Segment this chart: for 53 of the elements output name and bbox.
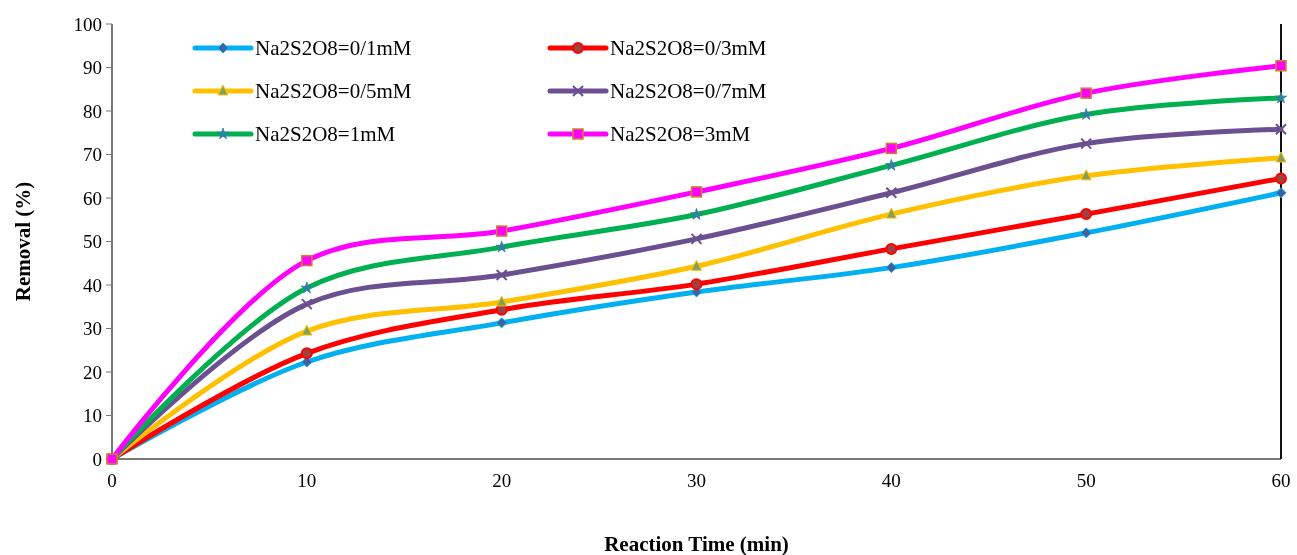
point [300, 298, 313, 311]
legend-label: Na2S2O8=3mM [610, 122, 751, 147]
point [691, 259, 702, 271]
y-tick-label: 20 [83, 361, 102, 383]
legend-label: Na2S2O8=0/1mM [255, 36, 412, 61]
x-tick-label: 0 [107, 470, 117, 491]
x-tick-label: 40 [881, 470, 901, 491]
point [1275, 151, 1287, 163]
x-tick-label: 60 [1271, 470, 1291, 491]
point [1275, 123, 1287, 136]
y-tick-label: 30 [83, 318, 102, 340]
point [1275, 187, 1287, 199]
legend-label: Na2S2O8=0/5mM [255, 79, 412, 104]
point [885, 207, 897, 219]
x-tick-label: 50 [1076, 470, 1096, 491]
point [301, 324, 313, 336]
point [885, 142, 898, 155]
x-axis-title: Reaction Time (min) [604, 532, 789, 555]
point [1080, 227, 1092, 239]
y-tick-label: 60 [83, 187, 102, 209]
x-tick-label: 30 [687, 470, 706, 491]
y-tick-label: 50 [83, 231, 102, 253]
point [885, 242, 898, 255]
point [690, 278, 703, 291]
point [495, 268, 508, 281]
point [1275, 60, 1287, 72]
point [495, 225, 508, 237]
point [1080, 137, 1093, 150]
point [300, 347, 313, 360]
point [1080, 169, 1092, 181]
x-tick-label: 20 [492, 470, 512, 491]
point [496, 317, 508, 329]
point [690, 186, 703, 198]
y-tick-label: 40 [83, 274, 102, 296]
y-axis-title: Removal (%) [11, 181, 35, 302]
point [1080, 208, 1093, 221]
point [885, 262, 897, 274]
point [1275, 172, 1287, 185]
y-tick-label: 100 [73, 13, 102, 35]
point [690, 232, 703, 245]
legend-label: Na2S2O8=1mM [255, 122, 396, 147]
point [1080, 87, 1092, 99]
legend-label: Na2S2O8=0/3mM [610, 36, 767, 61]
y-tick-label: 0 [92, 448, 102, 470]
y-tick-label: 90 [83, 57, 102, 79]
point [885, 186, 898, 199]
y-tick-label: 80 [83, 100, 102, 122]
point [301, 254, 313, 267]
x-tick-label: 10 [297, 470, 317, 491]
legend-label: Na2S2O8=0/7mM [610, 79, 767, 104]
y-tick-label: 10 [83, 405, 102, 427]
point [496, 295, 508, 307]
y-tick-label: 70 [83, 144, 102, 166]
